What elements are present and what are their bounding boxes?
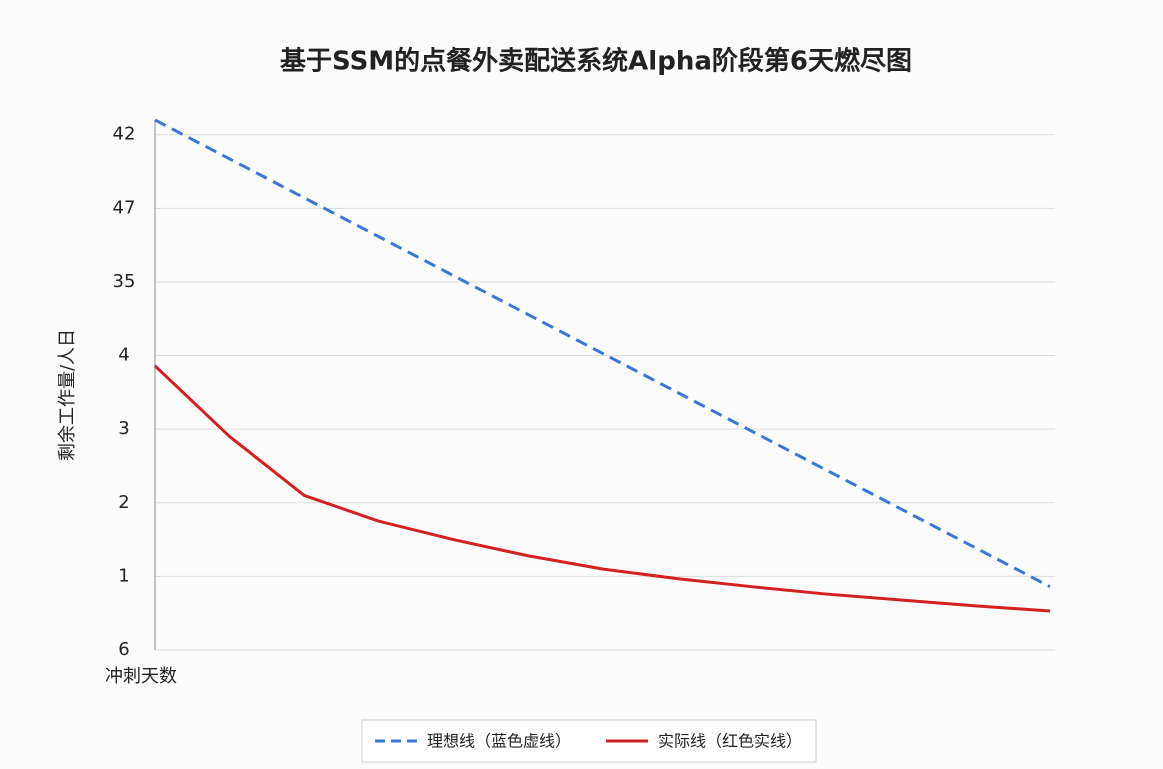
y-tick-label: 1 (118, 565, 129, 586)
y-tick-label: 3 (118, 418, 129, 439)
y-tick-label: 6 (118, 639, 129, 660)
y-tick-label: 35 (113, 271, 136, 292)
y-tick-label: 42 (113, 124, 136, 145)
y-tick-label: 47 (113, 197, 136, 218)
legend-box (361, 719, 817, 763)
series-line (154, 118, 1051, 589)
chart-title: 基于SSM的点餐外卖配送系统Alpha阶段第6天燃尽图 (280, 46, 912, 77)
y-tick-label: 4 (118, 345, 129, 366)
legend-label: 理想线（蓝色虚线） (427, 732, 571, 751)
legend-label: 实际线（红色实线） (658, 732, 802, 751)
y-tick-label: 2 (118, 492, 129, 513)
y-axis-label: 剩余工作量/人日 (57, 329, 78, 461)
series-line (153, 364, 1051, 613)
x-axis-label: 冲刺天数 (105, 666, 177, 687)
